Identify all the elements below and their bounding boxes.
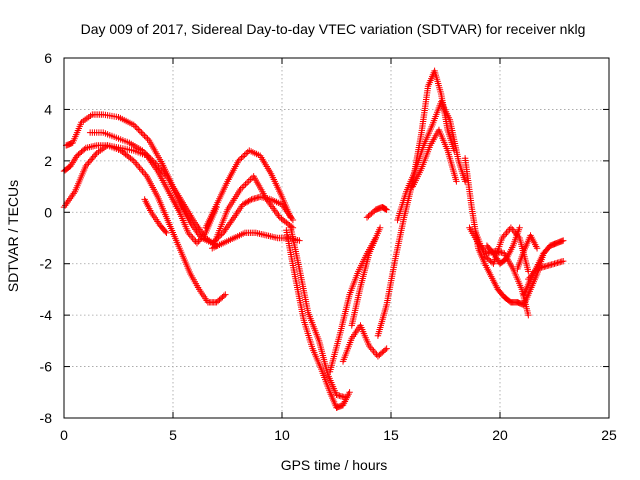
- x-tick-label: 0: [60, 427, 68, 443]
- chart-title: Day 009 of 2017, Sidereal Day-to-day VTE…: [81, 21, 586, 37]
- series-track-14: [363, 203, 390, 221]
- series-track-2: [60, 142, 220, 247]
- series-track-23: [514, 232, 541, 273]
- grid-lines: [64, 58, 609, 418]
- y-tick-label: 2: [44, 153, 52, 169]
- y-tick-label: 0: [44, 204, 52, 220]
- y-tick-label: -4: [40, 307, 53, 323]
- data-point: [346, 389, 353, 396]
- data-point: [163, 229, 170, 237]
- series-track-24: [483, 224, 523, 267]
- data-point: [85, 159, 92, 166]
- data-point: [342, 394, 349, 401]
- y-axis-title: SDTVAR / TECUs: [5, 180, 21, 292]
- series-track-1: [60, 142, 229, 306]
- series-track-5: [141, 196, 170, 237]
- x-tick-label: 10: [274, 427, 290, 443]
- x-tick-label: 25: [601, 427, 617, 443]
- data-point: [525, 311, 532, 319]
- data-point: [139, 130, 147, 138]
- data-point: [88, 156, 95, 163]
- data-point: [136, 127, 144, 135]
- data-point: [138, 129, 145, 136]
- data-point: [162, 228, 169, 235]
- series-track-9: [283, 227, 353, 411]
- data-point: [235, 157, 242, 165]
- data-point: [236, 156, 244, 163]
- data-point: [135, 126, 142, 133]
- y-tick-label: -6: [40, 359, 53, 375]
- data-point: [86, 157, 94, 165]
- data-point: [141, 132, 148, 139]
- data-point: [525, 268, 532, 275]
- data-point: [246, 197, 254, 204]
- data-point: [241, 151, 248, 159]
- series-track-8: [211, 173, 297, 247]
- series-track-17: [409, 126, 460, 190]
- data-point: [89, 154, 96, 162]
- data-point: [82, 162, 89, 170]
- y-tick-label: -2: [40, 256, 53, 272]
- data-point: [242, 150, 250, 157]
- axes: 0 5 10 15 20 25 -8 -6 -4 -2 0 2 4 6: [40, 50, 617, 443]
- data-point: [287, 214, 294, 221]
- data-point: [220, 292, 228, 300]
- data-point: [461, 178, 469, 185]
- series-track-6: [202, 147, 294, 231]
- data-point: [142, 134, 150, 141]
- data-point: [383, 345, 390, 352]
- series-track-7: [209, 229, 303, 252]
- data-point: [383, 206, 390, 213]
- y-tick-label: -8: [40, 410, 53, 426]
- plot-frame: [63, 57, 610, 419]
- y-tick-label: 4: [44, 101, 52, 117]
- data-point: [533, 245, 541, 252]
- data-point: [560, 257, 567, 265]
- data-point: [376, 224, 384, 231]
- data-point: [296, 237, 303, 244]
- data-point: [560, 237, 567, 244]
- data-point: [90, 153, 98, 160]
- data-point: [239, 153, 247, 160]
- series-track-22: [525, 257, 567, 283]
- data-point: [92, 151, 99, 158]
- data-point: [83, 161, 91, 168]
- data-point: [381, 346, 389, 354]
- x-tick-label: 5: [169, 427, 177, 443]
- series-track-13: [348, 224, 384, 329]
- data-point: [130, 121, 137, 129]
- y-tick-label: 6: [44, 50, 52, 66]
- x-tick-label: 15: [383, 427, 399, 443]
- data-point: [132, 123, 139, 130]
- data-point: [133, 124, 141, 132]
- x-axis-title: GPS time / hours: [281, 457, 388, 473]
- series-track-16: [394, 98, 469, 224]
- data-point: [222, 291, 229, 298]
- data-point: [453, 178, 460, 185]
- x-tick-label: 20: [492, 427, 508, 443]
- data-point: [238, 154, 245, 162]
- series-track-11: [339, 322, 390, 365]
- data-point: [144, 135, 151, 142]
- data-markers: [60, 67, 567, 411]
- series-track-4: [86, 129, 297, 247]
- data-point: [516, 224, 523, 231]
- series-track-10: [287, 224, 349, 401]
- data-point: [81, 146, 88, 153]
